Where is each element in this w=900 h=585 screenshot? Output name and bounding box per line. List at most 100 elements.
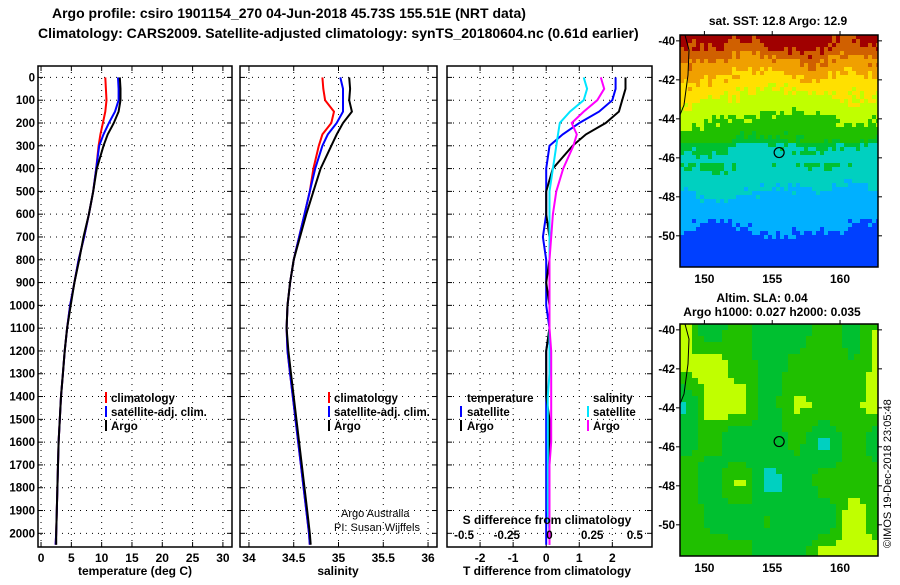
field-cell <box>772 227 776 231</box>
field-cell <box>830 324 836 330</box>
field-cell <box>800 111 804 115</box>
field-cell <box>828 83 832 87</box>
field-cell <box>796 127 800 131</box>
field-cell <box>752 474 758 480</box>
field-cell <box>868 67 872 71</box>
field-cell <box>830 540 836 546</box>
field-cell <box>816 75 820 79</box>
field-cell <box>708 159 712 163</box>
field-cell <box>848 408 854 414</box>
field-cell <box>828 55 832 59</box>
field-cell <box>788 378 794 384</box>
field-cell <box>728 119 732 123</box>
field-cell <box>686 462 692 468</box>
field-cell <box>768 171 772 175</box>
field-cell <box>876 71 878 75</box>
field-cell <box>720 251 724 255</box>
coastline <box>679 34 690 116</box>
field-cell <box>860 251 864 255</box>
field-cell <box>860 468 866 474</box>
field-cell <box>776 203 780 207</box>
field-cell <box>722 366 728 372</box>
x-tick-label: 34.5 <box>282 551 306 565</box>
field-cell <box>800 147 804 151</box>
field-cell <box>716 159 720 163</box>
s-tick-label: 0.25 <box>581 530 604 542</box>
field-cell <box>748 171 752 175</box>
field-cell <box>752 111 756 115</box>
field-cell <box>788 516 794 522</box>
field-cell <box>818 492 824 498</box>
field-cell <box>744 215 748 219</box>
field-cell <box>816 175 820 179</box>
field-cell <box>752 414 758 420</box>
field-cell <box>866 420 872 426</box>
field-cell <box>764 378 770 384</box>
field-cell <box>724 263 728 267</box>
field-cell <box>776 139 780 143</box>
field-cell <box>752 456 758 462</box>
field-cell <box>872 259 876 263</box>
field-cell <box>768 247 772 251</box>
field-cell <box>680 39 684 43</box>
field-cell <box>684 235 688 239</box>
field-cell <box>818 540 824 546</box>
field-cell <box>820 259 824 263</box>
field-cell <box>876 207 878 211</box>
field-cell <box>812 438 818 444</box>
field-cell <box>768 227 772 231</box>
field-cell <box>782 528 788 534</box>
field-cell <box>708 131 712 135</box>
field-cell <box>806 552 812 556</box>
field-cell <box>710 510 716 516</box>
field-cell <box>740 127 744 131</box>
field-cell <box>856 139 860 143</box>
field-cell <box>732 147 736 151</box>
field-cell <box>848 522 854 528</box>
field-cell <box>796 103 800 107</box>
field-cell <box>868 207 872 211</box>
field-cell <box>844 187 848 191</box>
field-cell <box>788 115 792 119</box>
field-cell <box>728 91 732 95</box>
field-cell <box>740 372 746 378</box>
field-cell <box>746 324 752 330</box>
field-cell <box>772 95 776 99</box>
field-cell <box>708 139 712 143</box>
field-cell <box>860 167 864 171</box>
field-cell <box>732 39 736 43</box>
field-cell <box>764 179 768 183</box>
field-cell <box>716 408 722 414</box>
field-cell <box>812 444 818 450</box>
field-cell <box>806 354 812 360</box>
field-cell <box>806 528 812 534</box>
x-tick-label: 30 <box>216 551 230 565</box>
field-cell <box>680 91 684 95</box>
field-cell <box>696 259 700 263</box>
field-cell <box>700 91 704 95</box>
field-cell <box>772 55 776 59</box>
field-cell <box>758 522 764 528</box>
field-cell <box>824 111 828 115</box>
field-cell <box>824 87 828 91</box>
field-cell <box>744 247 748 251</box>
field-cell <box>860 99 864 103</box>
field-cell <box>780 163 784 167</box>
field-cell <box>782 402 788 408</box>
field-cell <box>720 71 724 75</box>
field-cell <box>740 99 744 103</box>
field-cell <box>804 183 808 187</box>
field-cell <box>716 235 720 239</box>
field-cell <box>872 324 878 330</box>
field-cell <box>704 63 708 67</box>
field-cell <box>764 366 770 372</box>
field-cell <box>680 223 684 227</box>
field-cell <box>792 39 796 43</box>
field-cell <box>840 75 844 79</box>
field-cell <box>776 504 782 510</box>
field-cell <box>744 135 748 139</box>
field-cell <box>708 119 712 123</box>
field-cell <box>868 111 872 115</box>
field-cell <box>860 420 866 426</box>
field-cell <box>836 450 842 456</box>
